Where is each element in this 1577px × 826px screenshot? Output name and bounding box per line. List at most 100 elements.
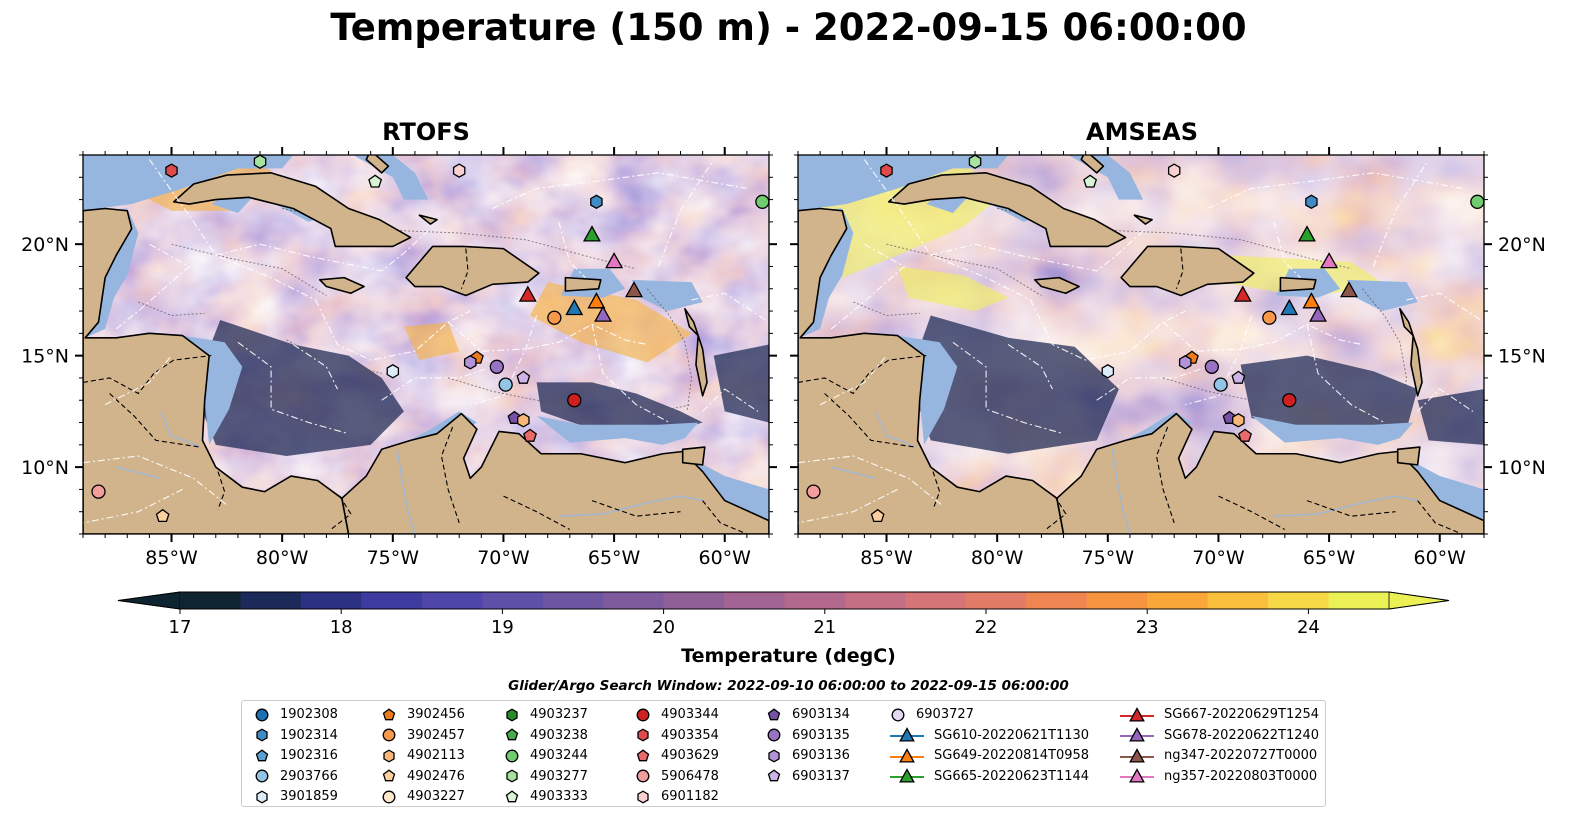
legend-marker — [256, 789, 268, 804]
legend-symbol — [768, 748, 780, 763]
legend-label: 4903244 — [530, 748, 588, 763]
legend-marker — [255, 769, 269, 783]
legend-entry: 6901182 — [635, 786, 719, 807]
legend-label: 4903344 — [661, 707, 719, 722]
legend-entry: SG610-20220621T1130 — [890, 725, 1089, 746]
legend-label: 6903136 — [792, 748, 850, 763]
legend-label: 6903727 — [916, 707, 974, 722]
legend-entry: 4903333 — [504, 786, 588, 807]
colorbar-tick-label: 17 — [169, 617, 192, 638]
legend-entry: SG649-20220814T0958 — [890, 745, 1089, 766]
legend-label: SG667-20220629T1254 — [1164, 707, 1320, 722]
legend-entry: 1902308 — [254, 704, 338, 725]
legend-symbol — [636, 769, 650, 783]
landmass-bahamas1 — [1037, 133, 1059, 153]
legend-symbol — [505, 749, 519, 762]
latitude-tick-label: 15°N — [21, 346, 69, 368]
legend-label: 6903134 — [792, 707, 850, 722]
landmass-hispaniola — [405, 245, 540, 297]
observation-marker — [594, 305, 613, 322]
legend-marker — [767, 728, 781, 742]
landmass-southamerica — [1056, 412, 1484, 534]
observation-marker — [1233, 285, 1252, 302]
eez-boundary — [492, 172, 747, 210]
observation-marker — [1231, 370, 1246, 384]
observation-marker — [463, 355, 477, 370]
eez-boundary — [1406, 292, 1484, 323]
legend-marker — [636, 708, 650, 721]
legend-marker — [637, 728, 649, 742]
legend-symbol — [382, 707, 396, 720]
legend-marker — [767, 707, 781, 720]
country-border — [1175, 248, 1184, 289]
river — [874, 411, 916, 448]
colorbar-segment — [603, 592, 665, 609]
eez-boundary — [292, 344, 338, 390]
figure-title: Temperature (150 m) - 2022-09-15 06:00:0… — [330, 6, 1247, 49]
legend-label: 3902457 — [407, 727, 465, 743]
warm-water-region — [530, 282, 692, 363]
cool-water-region — [193, 319, 404, 456]
observation-marker — [368, 174, 383, 188]
legend-marker — [1129, 727, 1145, 742]
country-border — [330, 495, 352, 530]
eez-boundary — [1162, 321, 1363, 352]
legend-entry: 4903238 — [504, 725, 588, 746]
legend-entry: 4903227 — [381, 786, 465, 807]
observation-marker — [624, 281, 644, 298]
colorbar-segment — [482, 592, 544, 609]
eez-boundary — [104, 355, 172, 406]
legend-label: 4903237 — [530, 707, 588, 722]
legend-marker — [768, 748, 780, 763]
legend-label: SG610-20220621T1130 — [934, 727, 1090, 743]
legend-entry: 4903277 — [504, 766, 588, 787]
eez-boundary — [115, 243, 191, 330]
legend-entry: ng347-20220727T0000 — [1120, 745, 1317, 766]
latitude-tick-label: 20°N — [21, 234, 69, 256]
legend-label: 4903354 — [661, 727, 719, 743]
legend-symbol — [636, 748, 650, 761]
colorbar-segment — [240, 592, 302, 609]
legend-entry: 6903136 — [766, 745, 850, 766]
legend-marker — [382, 769, 396, 782]
legend-symbol — [1120, 727, 1154, 742]
warm-water-region — [403, 322, 460, 361]
eez-boundary — [314, 299, 471, 361]
legend-symbol — [256, 789, 268, 804]
longitude-tick-label: 60°W — [699, 547, 752, 569]
legend-symbol — [890, 768, 924, 783]
legend-marker — [382, 707, 396, 720]
legend-entry: 6903135 — [766, 725, 850, 746]
eez-boundary — [381, 366, 493, 401]
isobath-contour — [1361, 288, 1408, 412]
colorbar-extend-max — [1388, 591, 1450, 610]
legend-marker — [382, 790, 396, 803]
legend-marker — [505, 789, 519, 802]
landmass-antilles — [1399, 308, 1423, 397]
legend-label: ng347-20220727T0000 — [1164, 748, 1318, 763]
isobath-contour — [886, 243, 1042, 296]
colorbar-segment — [784, 592, 846, 609]
country-border — [932, 471, 941, 510]
amseas-panel-title: AMSEAS — [1086, 118, 1198, 146]
country-border — [217, 471, 226, 510]
legend-entry: 3902457 — [381, 725, 465, 746]
observation-marker — [386, 364, 400, 379]
river — [1273, 495, 1418, 517]
shallow-shelf-area — [631, 279, 703, 312]
eez-boundary — [1273, 221, 1301, 278]
shallow-shelf-area — [897, 335, 958, 445]
legend-label: 3901859 — [280, 789, 338, 804]
river — [396, 449, 416, 534]
isobath-contour — [138, 301, 205, 317]
eez-boundary — [1007, 344, 1053, 390]
eez-boundary — [470, 315, 538, 406]
colorbar-segment — [1086, 592, 1148, 609]
river — [831, 466, 876, 479]
eez-boundary — [1372, 159, 1430, 267]
map-layers — [83, 155, 769, 534]
warm-water-region — [897, 266, 1009, 312]
observation-marker — [1101, 364, 1115, 379]
eez-boundary — [657, 159, 715, 267]
eez-boundary — [830, 243, 906, 330]
